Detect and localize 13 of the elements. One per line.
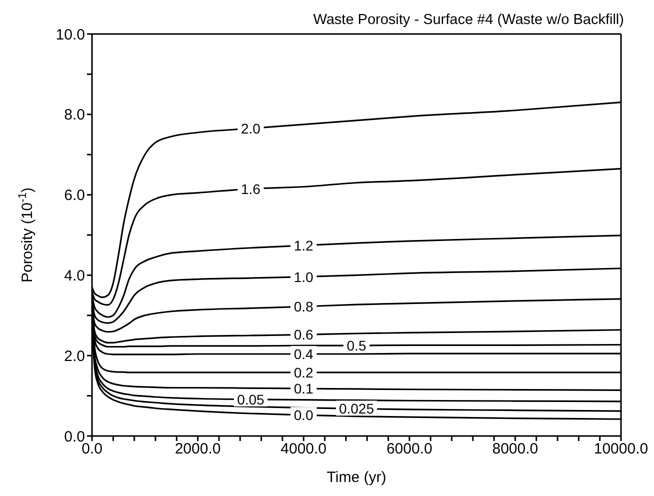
x-tick-label: 4000.0 bbox=[280, 440, 327, 458]
chart-title: Waste Porosity - Surface #4 (Waste w/o Backfill) bbox=[313, 12, 624, 28]
x-tick-label: 8000.0 bbox=[492, 440, 538, 458]
y-tick-label: 2.0 bbox=[64, 348, 85, 365]
x-tick-label: 2000.0 bbox=[174, 440, 221, 458]
x-tick-label: 10000.0 bbox=[594, 440, 648, 458]
x-tick-label: 6000.0 bbox=[386, 440, 432, 458]
y-tick-label: 10.0 bbox=[56, 26, 85, 44]
y-tick-label: 8.0 bbox=[64, 106, 85, 124]
x-axis-title: Time (yr) bbox=[326, 469, 386, 486]
y-tick-label: 6.0 bbox=[64, 187, 85, 204]
y-tick-label: 4.0 bbox=[64, 268, 85, 285]
x-tick-label: 0.0 bbox=[82, 440, 102, 458]
